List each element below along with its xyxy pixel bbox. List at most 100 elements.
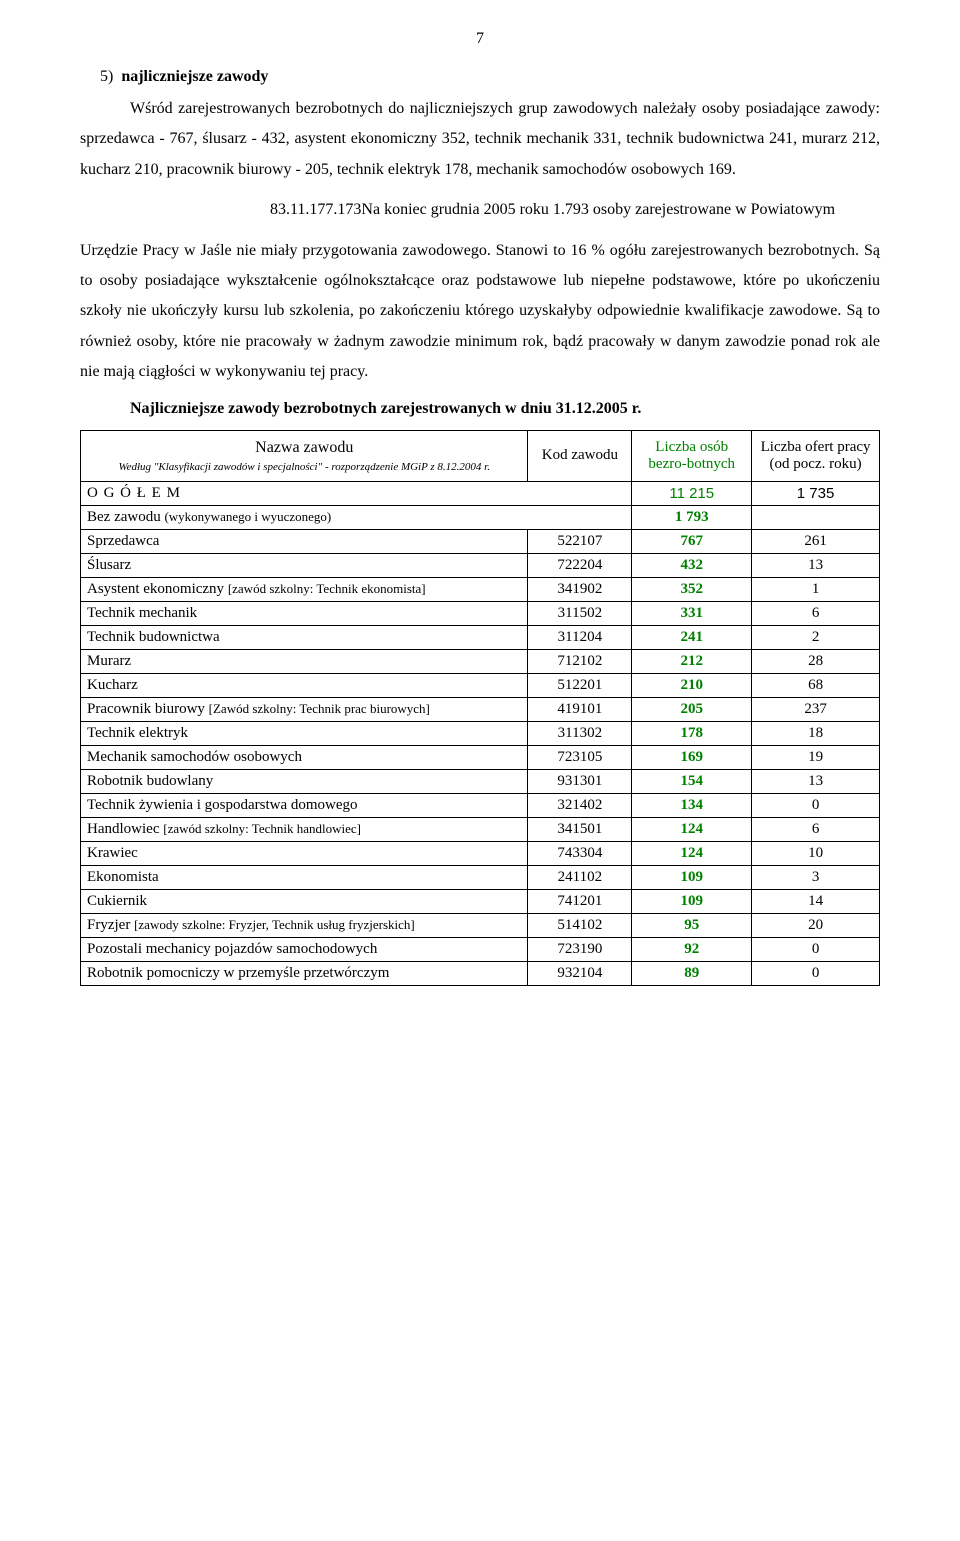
table-row: Pracownik biurowy [Zawód szkolny: Techni… [81,697,880,721]
row-kod: 723190 [528,937,632,961]
row-name-text: Pracownik biurowy [87,701,209,717]
row-name-text: Technik żywienia i gospodarstwa domowego [87,797,358,813]
row-name: Technik mechanik [81,601,528,625]
row-ofert: 237 [752,697,880,721]
table-row: Murarz71210221228 [81,649,880,673]
row-liczba: 210 [632,673,752,697]
row-ofert: 1 [752,577,880,601]
bez-zawodu-liczba: 1 793 [632,505,752,529]
row-liczba: 331 [632,601,752,625]
table-row: Technik mechanik3115023316 [81,601,880,625]
header-liczba: Liczba osób bezro-botnych [632,430,752,481]
row-name-text: Ślusarz [87,557,131,573]
row-name-text: Mechanik samochodów osobowych [87,749,302,765]
row-name-text: Krawiec [87,845,138,861]
row-liczba: 205 [632,697,752,721]
table-row: Fryzjer [zawody szkolne: Fryzjer, Techni… [81,913,880,937]
row-kod: 722204 [528,553,632,577]
header-name: Nazwa zawodu Według "Klasyfikacji zawodó… [81,430,528,481]
paragraph-2: 83.11.177.173Na koniec grudnia 2005 roku… [80,195,880,225]
row-liczba: 241 [632,625,752,649]
row-name-text: Asystent ekonomiczny [87,581,228,597]
row-ofert: 13 [752,769,880,793]
row-liczba: 212 [632,649,752,673]
row-name: Technik żywienia i gospodarstwa domowego [81,793,528,817]
row-name-text: Robotnik budowlany [87,773,213,789]
row-kod: 723105 [528,745,632,769]
row-name-text: Ekonomista [87,869,159,885]
row-liczba: 178 [632,721,752,745]
section-number: 5) [100,68,113,85]
row-kod: 932104 [528,961,632,985]
row-name-text: Handlowiec [87,821,163,837]
row-name-text: Robotnik pomocniczy w przemyśle przetwór… [87,965,389,981]
row-ofert: 19 [752,745,880,769]
row-ofert: 6 [752,817,880,841]
row-liczba: 109 [632,889,752,913]
row-liczba: 767 [632,529,752,553]
row-kod: 341902 [528,577,632,601]
header-name-sub: Według "Klasyfikacji zawodów i specjalno… [87,461,521,473]
row-ofert: 0 [752,961,880,985]
bez-zawodu-annotation: (wykonywanego i wyuczonego) [164,509,331,524]
row-kod: 522107 [528,529,632,553]
row-name: Asystent ekonomiczny [zawód szkolny: Tec… [81,577,528,601]
row-name: Technik budownictwa [81,625,528,649]
ogolem-ofert: 1 735 [752,481,880,505]
table-row: Pozostali mechanicy pojazdów samochodowy… [81,937,880,961]
table-row: Robotnik budowlany 93130115413 [81,769,880,793]
header-name-main: Nazwa zawodu [87,439,521,457]
row-annotation: [zawody szkolne: Fryzjer, Technik usług … [134,917,415,932]
table-row: Robotnik pomocniczy w przemyśle przetwór… [81,961,880,985]
row-name: Ślusarz [81,553,528,577]
table-row: Cukiernik74120110914 [81,889,880,913]
row-ofert: 0 [752,937,880,961]
row-annotation: [Zawód szkolny: Technik prac biurowych] [209,701,430,716]
row-kod: 741201 [528,889,632,913]
section-title: 5) najliczniejsze zawody [80,68,880,86]
paragraph-1: Wśród zarejestrowanych bezrobotnych do n… [80,94,880,185]
row-name: Pozostali mechanicy pojazdów samochodowy… [81,937,528,961]
row-liczba: 134 [632,793,752,817]
row-name: Technik elektryk [81,721,528,745]
row-name: Pracownik biurowy [Zawód szkolny: Techni… [81,697,528,721]
row-name: Kucharz [81,673,528,697]
row-liczba: 92 [632,937,752,961]
row-name-text: Sprzedawca [87,533,159,549]
row-name-text: Pozostali mechanicy pojazdów samochodowy… [87,941,377,957]
paragraph-3: Urzędzie Pracy w Jaśle nie miały przygot… [80,236,880,388]
row-annotation: [zawód szkolny: Technik ekonomista] [228,581,426,596]
occupations-table: Nazwa zawodu Według "Klasyfikacji zawodó… [80,430,880,986]
row-kod: 419101 [528,697,632,721]
table-row: Handlowiec [zawód szkolny: Technik handl… [81,817,880,841]
row-liczba: 169 [632,745,752,769]
row-ofert: 20 [752,913,880,937]
page-number: 7 [80,30,880,48]
header-kod: Kod zawodu [528,430,632,481]
row-ofert: 3 [752,865,880,889]
row-name: Sprzedawca [81,529,528,553]
row-liczba: 109 [632,865,752,889]
table-row: Asystent ekonomiczny [zawód szkolny: Tec… [81,577,880,601]
row-kod: 512201 [528,673,632,697]
row-liczba: 154 [632,769,752,793]
table-row: Ekonomista2411021093 [81,865,880,889]
row-name: Fryzjer [zawody szkolne: Fryzjer, Techni… [81,913,528,937]
row-name: Krawiec [81,841,528,865]
ogolem-label: O G Ó Ł E M [81,481,632,505]
table-row: Kucharz51220121068 [81,673,880,697]
row-kod: 311204 [528,625,632,649]
row-name-text: Murarz [87,653,131,669]
row-kod: 931301 [528,769,632,793]
row-bez-zawodu: Bez zawodu (wykonywanego i wyuczonego) 1… [81,505,880,529]
row-kod: 311502 [528,601,632,625]
row-ofert: 6 [752,601,880,625]
bez-zawodu-ofert [752,505,880,529]
table-row: Technik budownictwa3112042412 [81,625,880,649]
bez-zawodu-label: Bez zawodu (wykonywanego i wyuczonego) [81,505,632,529]
row-ofert: 28 [752,649,880,673]
ogolem-liczba: 11 215 [632,481,752,505]
table-row: Mechanik samochodów osobowych 72310516919 [81,745,880,769]
row-name-text: Cukiernik [87,893,147,909]
row-liczba: 124 [632,817,752,841]
